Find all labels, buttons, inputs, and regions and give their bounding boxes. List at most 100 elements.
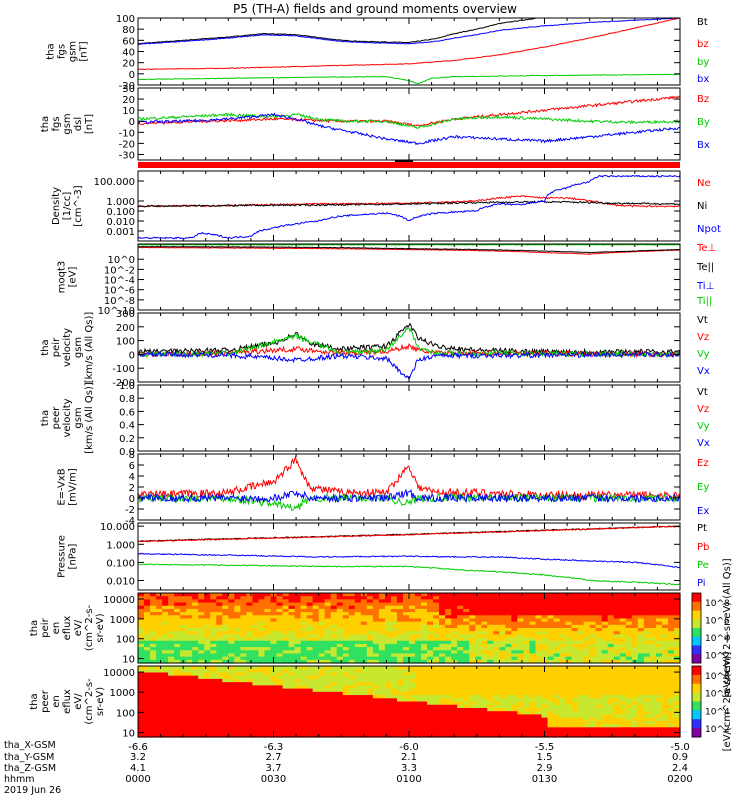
y-axis-label: tha: [40, 339, 51, 355]
spectrogram-cell: [487, 711, 494, 716]
spectrogram-cell: [547, 685, 555, 690]
spectrogram-cell: [336, 701, 344, 706]
spectrogram-cell: [186, 637, 193, 642]
spectrogram-cell: [613, 631, 621, 635]
spectrogram-cell: [667, 618, 675, 623]
spectrogram-cell: [565, 714, 573, 719]
spectrogram-cell: [583, 596, 591, 600]
spectrogram-cell: [276, 698, 284, 703]
spectrogram-cell: [138, 605, 145, 610]
spectrogram-cell: [330, 602, 338, 607]
spectrogram-cell: [192, 672, 199, 677]
spectrogram-cell: [607, 695, 615, 699]
spectrogram-cell: [246, 593, 254, 597]
spectrogram-cell: [559, 714, 567, 719]
spectrogram-cell: [583, 659, 591, 664]
y-axis-label: [nT]: [84, 114, 95, 134]
spectrogram-cell: [415, 631, 422, 635]
spectrogram-cell: [240, 602, 247, 607]
spectrogram-cell: [174, 624, 181, 629]
spectrogram-cell: [324, 621, 332, 626]
spectrogram-cell: [186, 698, 193, 703]
spectrogram-cell: [264, 678, 272, 683]
spectrogram-cell: [547, 602, 555, 607]
spectrogram-cell: [475, 701, 482, 706]
spectrogram-cell: [378, 707, 386, 712]
spectrogram-cell: [493, 605, 500, 610]
spectrogram-cell: [168, 624, 175, 629]
spectrogram-cell: [577, 643, 585, 648]
spectrogram-cell: [523, 599, 531, 604]
spectrogram-cell: [433, 615, 440, 620]
spectrogram-cell: [643, 707, 651, 712]
spectrogram-cell: [240, 682, 247, 686]
spectrogram-cell: [240, 631, 247, 635]
spectrogram-cell: [162, 669, 169, 674]
spectrogram-cell: [517, 682, 525, 686]
spectrogram-cell: [150, 727, 157, 732]
spectrogram-cell: [493, 624, 500, 629]
spectrogram-cell: [312, 643, 320, 648]
spectrogram-cell: [667, 647, 675, 651]
x-row-label: hhmm: [4, 774, 35, 785]
y-axis-label: (cm^2-s-: [84, 678, 95, 725]
spectrogram-cell: [402, 666, 410, 670]
spectrogram-cell: [324, 733, 332, 738]
spectrogram-cell: [192, 605, 199, 610]
spectrogram-cell: [288, 634, 296, 639]
spectrogram-cell: [421, 672, 428, 677]
spectrogram-cell: [276, 685, 284, 690]
spectrogram-cell: [577, 634, 585, 639]
spectrogram-cell: [378, 624, 386, 629]
y-axis-label: gsm: [68, 41, 79, 62]
spectrogram-cell: [427, 698, 434, 703]
spectrogram-cell: [180, 717, 187, 722]
spectrogram-cell: [451, 675, 458, 680]
spectrogram-cell: [667, 634, 675, 639]
spectrogram-cell: [192, 647, 199, 651]
spectrogram-cell: [421, 717, 428, 722]
spectrogram-cell: [445, 624, 452, 629]
spectrogram-cell: [439, 720, 446, 725]
spectrogram-cell: [318, 733, 326, 738]
spectrogram-cell: [282, 602, 290, 607]
spectrogram-cell: [210, 714, 217, 719]
spectrogram-cell: [312, 653, 320, 658]
spectrogram-cell: [180, 650, 187, 655]
spectrogram-cell: [529, 678, 537, 683]
spectrogram-cell: [607, 659, 615, 664]
x-column-value: 1.5: [537, 752, 553, 763]
x-column-value: 4.1: [130, 763, 146, 774]
spectrogram-cell: [150, 628, 157, 632]
spectrogram-cell: [583, 720, 591, 725]
spectrogram-cell: [427, 669, 434, 674]
spectrogram-cell: [150, 698, 157, 703]
spectrogram-cell: [589, 637, 597, 642]
spectrogram-cell: [150, 691, 157, 696]
spectrogram-cell: [601, 621, 609, 626]
spectrogram-cell: [445, 605, 452, 610]
spectrogram-cell: [475, 730, 482, 735]
spectrogram-cell: [415, 608, 422, 613]
spectrogram-cell: [523, 666, 531, 670]
spectrogram-cell: [294, 669, 302, 674]
spectrogram-cell: [541, 643, 549, 648]
spectrogram-cell: [216, 612, 223, 616]
spectrogram-cell: [288, 685, 296, 690]
spectrogram-cell: [378, 730, 386, 735]
spectrogram-cell: [409, 678, 416, 683]
spectrogram-cell: [270, 695, 278, 699]
spectrogram-cell: [156, 653, 163, 658]
spectrogram-cell: [421, 720, 428, 725]
spectrogram-cell: [234, 599, 241, 604]
spectrogram-cell: [565, 666, 573, 670]
spectrogram-cell: [228, 618, 235, 623]
spectrogram-cell: [559, 602, 567, 607]
spectrogram-cell: [396, 608, 404, 613]
spectrogram-cell: [595, 707, 603, 712]
spectrogram-cell: [312, 678, 320, 683]
spectrogram-cell: [583, 605, 591, 610]
spectrogram-cell: [421, 656, 428, 661]
y-tick-label: 0.2: [119, 434, 135, 445]
spectrogram-cell: [661, 691, 669, 696]
